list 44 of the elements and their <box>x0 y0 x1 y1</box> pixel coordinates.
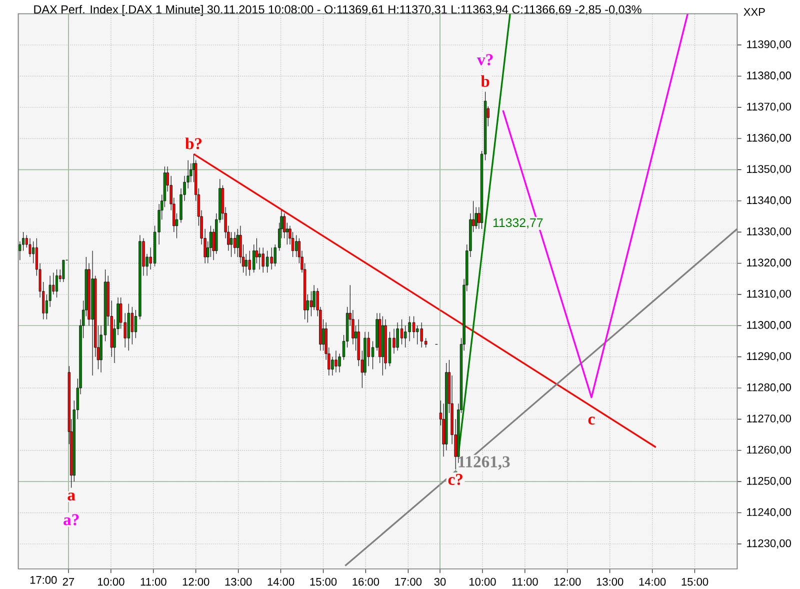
annotation: a <box>68 492 76 501</box>
x-tick-label: 11:00 <box>512 578 538 586</box>
x-tick-label: 11:00 <box>140 578 166 586</box>
y-tick-label: 11300,00 <box>747 321 791 330</box>
annotation: v? <box>477 54 493 66</box>
x-tick-label: 12:00 <box>554 578 581 586</box>
y-tick-label: 11340,00 <box>747 196 791 206</box>
y-tick-label: 11360,00 <box>747 134 791 144</box>
y-tick-label: 11370,00 <box>747 102 791 112</box>
annotation: 11332,77 <box>493 218 543 229</box>
annotation: 11261,3 <box>458 456 510 470</box>
y-tick-label: 11230,00 <box>747 540 791 549</box>
y-tick-label: 11350,00 <box>747 165 791 174</box>
y-tick-label: 11260,00 <box>747 446 791 456</box>
x-tick-label: 15:00 <box>310 578 337 586</box>
x-tick-label: 13:00 <box>596 578 624 586</box>
annotation: b <box>480 76 490 88</box>
x-tick-label: 10:00 <box>470 578 496 586</box>
y-tick-label: 11390,00 <box>747 40 791 50</box>
annotation: c? <box>448 474 462 486</box>
y-axis-title: XXP <box>744 8 765 16</box>
y-tick-label: 11330,00 <box>747 228 791 237</box>
y-tick-label: 11240,00 <box>747 508 791 518</box>
x-tick-label: 14:00 <box>268 578 294 586</box>
x-tick-label: 15:00 <box>682 578 708 586</box>
y-tick-label: 11310,00 <box>747 290 791 300</box>
y-tick-label: 11290,00 <box>747 352 791 362</box>
annotation: a? <box>64 514 79 526</box>
y-tick-label: 11250,00 <box>747 477 791 486</box>
x-tick-label: 30 <box>434 578 446 586</box>
x-tick-label: 10:00 <box>98 578 124 586</box>
x-tick-label: 16:00 <box>352 578 380 586</box>
x-tick-label: 14:00 <box>639 578 666 586</box>
annotation: b? <box>185 138 202 150</box>
x-tick-label: 27 <box>62 578 74 586</box>
x-tick-label: 13:00 <box>225 578 252 586</box>
y-tick-label: 11270,00 <box>747 414 791 424</box>
text: DAX Perf. Index [.DAX 1 Minute] 30.11.2015 10:08:00 - O:11369,61 H:11370,31 L:11363,94 C:11366,69 -2,85 -0,03% <box>34 5 642 16</box>
x-tick-label: 17:00 <box>395 578 422 586</box>
y-tick-label: 11320,00 <box>747 258 791 268</box>
y-tick-label: 11280,00 <box>747 384 791 393</box>
y-tick-label: 11380,00 <box>747 72 791 81</box>
x-tick-label: 12:00 <box>182 578 210 586</box>
annotation: c <box>588 416 595 425</box>
